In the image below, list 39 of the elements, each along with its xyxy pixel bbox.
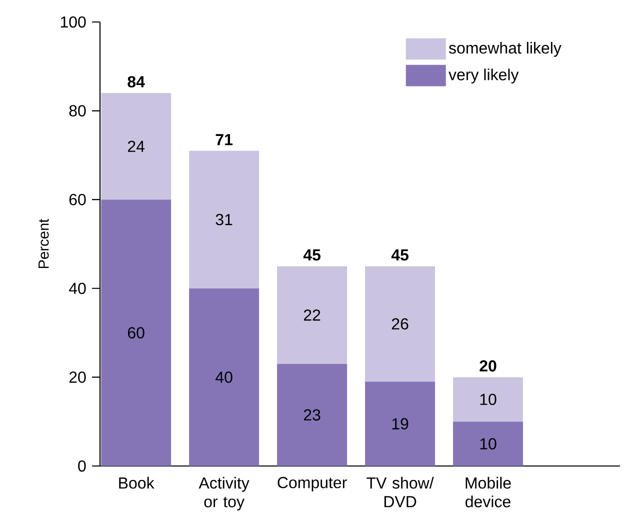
y-tick-label: 20 [69, 372, 86, 383]
y-tick-label: 40 [68, 282, 86, 294]
y-tick-label: 80 [69, 105, 86, 116]
data-label: 22 [304, 309, 320, 321]
bar [365, 266, 436, 382]
bar [453, 377, 524, 422]
total-label: 45 [303, 249, 320, 261]
legend-label: very likely [448, 68, 519, 84]
data-label: 31 [216, 214, 232, 226]
y-tick-label: 60 [69, 194, 86, 206]
bar [277, 364, 348, 466]
bar [453, 422, 524, 466]
data-label: 26 [392, 318, 408, 330]
x-tick-label: Activity or toy [198, 476, 250, 511]
data-label: 60 [128, 327, 144, 338]
data-label: 10 [480, 394, 496, 406]
bar [365, 382, 436, 466]
data-label: 23 [304, 409, 320, 421]
bar [101, 93, 172, 200]
total-label: 45 [391, 249, 408, 261]
data-label: 10 [480, 438, 496, 450]
bar [189, 288, 260, 466]
x-tick-label: Computer [278, 476, 347, 492]
x-tick-label: Mobile device [466, 476, 511, 508]
x-tick-label: TV show/ DVD [366, 476, 434, 508]
bar [277, 266, 348, 364]
bar [101, 200, 172, 466]
y-tick-label: 100 [60, 16, 86, 28]
data-label: 24 [128, 140, 145, 152]
total-label: 71 [216, 134, 233, 146]
legend-label: somewhat likely [448, 42, 562, 57]
total-label: 20 [480, 360, 496, 372]
y-axis-title: Percent [38, 218, 49, 268]
data-label: 19 [392, 418, 408, 430]
total-label: 84 [128, 76, 145, 88]
bar [189, 150, 260, 288]
y-tick-label: 0 [78, 460, 86, 472]
data-label: 40 [216, 372, 232, 383]
x-tick-label: Book [119, 476, 154, 489]
